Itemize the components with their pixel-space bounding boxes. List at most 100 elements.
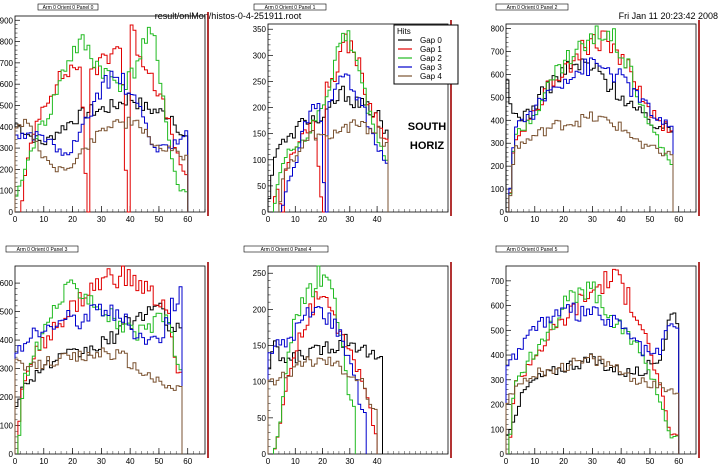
panel-title-box [495,245,569,253]
histogram-series-1 [273,291,378,454]
x-tick-label: 20 [318,457,327,464]
legend-title: Hits [397,27,411,36]
histogram-series-0 [267,333,383,454]
y-tick-label: 200 [253,104,267,113]
panel-title-box [495,3,569,11]
y-tick-label: 50 [257,182,266,191]
histogram-series-1 [273,33,389,213]
panel-title-box [37,3,99,11]
y-tick-label: 300 [0,144,14,153]
histogram-series-2 [273,265,356,454]
legend-entry: Gap 3 [420,63,442,72]
y-tick-label: 100 [253,378,267,387]
histogram-series-1 [17,265,183,454]
y-tick-label: 0 [262,208,267,217]
y-tick-label: 300 [0,365,14,374]
y-tick-label: 200 [491,401,505,410]
histogram-series-1 [20,24,189,213]
y-tick-label: 900 [0,16,14,25]
legend-box [393,24,459,85]
histogram-panel-0: Arm 0 Orient 0 Panel 0010020030040050060… [0,3,209,224]
histogram-series-0 [14,302,183,454]
y-tick-label: 400 [491,351,505,360]
histogram-series-2 [14,26,189,212]
legend-entry: Gap 1 [420,45,442,54]
x-tick-label: 30 [97,215,106,224]
y-tick-label: 500 [491,326,505,335]
y-tick-label: 600 [0,279,14,288]
x-tick-label: 20 [68,457,77,464]
histogram-panel-3: Arm 0 Orient 0 Panel 3010020030040050060… [0,245,209,464]
histogram-series-4 [267,356,378,454]
x-tick-label: 40 [617,457,626,464]
histogram-series-1 [508,268,680,454]
x-tick-label: 30 [345,215,354,224]
x-tick-label: 20 [559,457,568,464]
y-tick-label: 700 [491,277,505,286]
y-tick-label: 800 [0,38,14,47]
x-tick-label: 50 [154,457,163,464]
x-tick-label: 60 [674,215,683,224]
histogram-series-2 [273,30,389,212]
histogram-series-0 [14,92,189,212]
histogram-panel-5: Arm 0 Orient 0 Panel 5010020030040050060… [491,245,700,464]
y-tick-label: 200 [253,305,267,314]
x-tick-label: 40 [617,215,626,224]
x-tick-label: 0 [504,215,509,224]
legend-entry: Gap 4 [420,72,442,81]
x-tick-label: 40 [373,215,382,224]
panel-title-box [253,3,327,11]
x-tick-label: 10 [530,215,539,224]
y-tick-label: 700 [491,48,505,57]
annotation-south: SOUTH [408,121,447,133]
histogram-series-3 [267,306,367,454]
y-tick-label: 150 [253,130,267,139]
timestamp-label: Fri Jan 11 20:23:42 2008 [619,11,718,21]
panel-grid: Arm 0 Orient 0 Panel 0010020030040050060… [0,3,700,464]
histogram-series-2 [508,281,680,454]
y-tick-label: 700 [0,59,14,68]
x-tick-label: 0 [13,215,18,224]
histogram-series-3 [505,302,680,454]
histogram-series-4 [14,347,183,454]
y-tick-label: 600 [491,302,505,311]
x-tick-label: 50 [154,215,163,224]
legend-entry: Gap 0 [420,36,442,45]
histogram-series-2 [17,279,183,454]
histogram-series-4 [508,111,674,212]
y-tick-label: 0 [9,208,14,217]
x-tick-label: 0 [13,457,18,464]
panel-title: Arm 0 Orient 0 Panel 1 [265,5,316,11]
y-tick-label: 0 [500,208,505,217]
y-tick-label: 500 [0,308,14,317]
x-tick-label: 0 [266,215,271,224]
x-tick-label: 10 [291,457,300,464]
x-tick-label: 40 [126,215,135,224]
y-tick-label: 300 [491,376,505,385]
histogram-series-3 [14,286,183,454]
y-tick-label: 500 [491,93,505,102]
y-tick-label: 150 [253,342,267,351]
y-tick-label: 200 [0,393,14,402]
panel-title: Arm 0 Orient 0 Panel 0 [43,5,94,11]
y-tick-label: 0 [500,450,505,459]
panel-title: Arm 0 Orient 0 Panel 2 [507,5,558,11]
x-tick-label: 60 [674,457,683,464]
panel-title: Arm 0 Orient 0 Panel 4 [261,247,312,253]
x-tick-label: 10 [39,215,48,224]
y-tick-label: 200 [0,165,14,174]
y-tick-label: 800 [491,25,505,34]
histogram-series-0 [505,58,674,212]
x-tick-label: 10 [291,215,300,224]
histogram-panel-2: Arm 0 Orient 0 Panel 2010020030040050060… [491,3,700,224]
x-tick-label: 10 [530,457,539,464]
y-tick-label: 100 [491,425,505,434]
histogram-series-4 [278,119,389,212]
y-tick-label: 300 [491,139,505,148]
annotation-horiz: HORIZ [410,140,445,152]
histogram-panel-4: Arm 0 Orient 0 Panel 4 0 50 100 150 200 250 0 10… [243,245,452,464]
x-tick-label: 60 [183,215,192,224]
file-path-label: result/onlMon/histos-0-4-251911.root [155,11,302,21]
